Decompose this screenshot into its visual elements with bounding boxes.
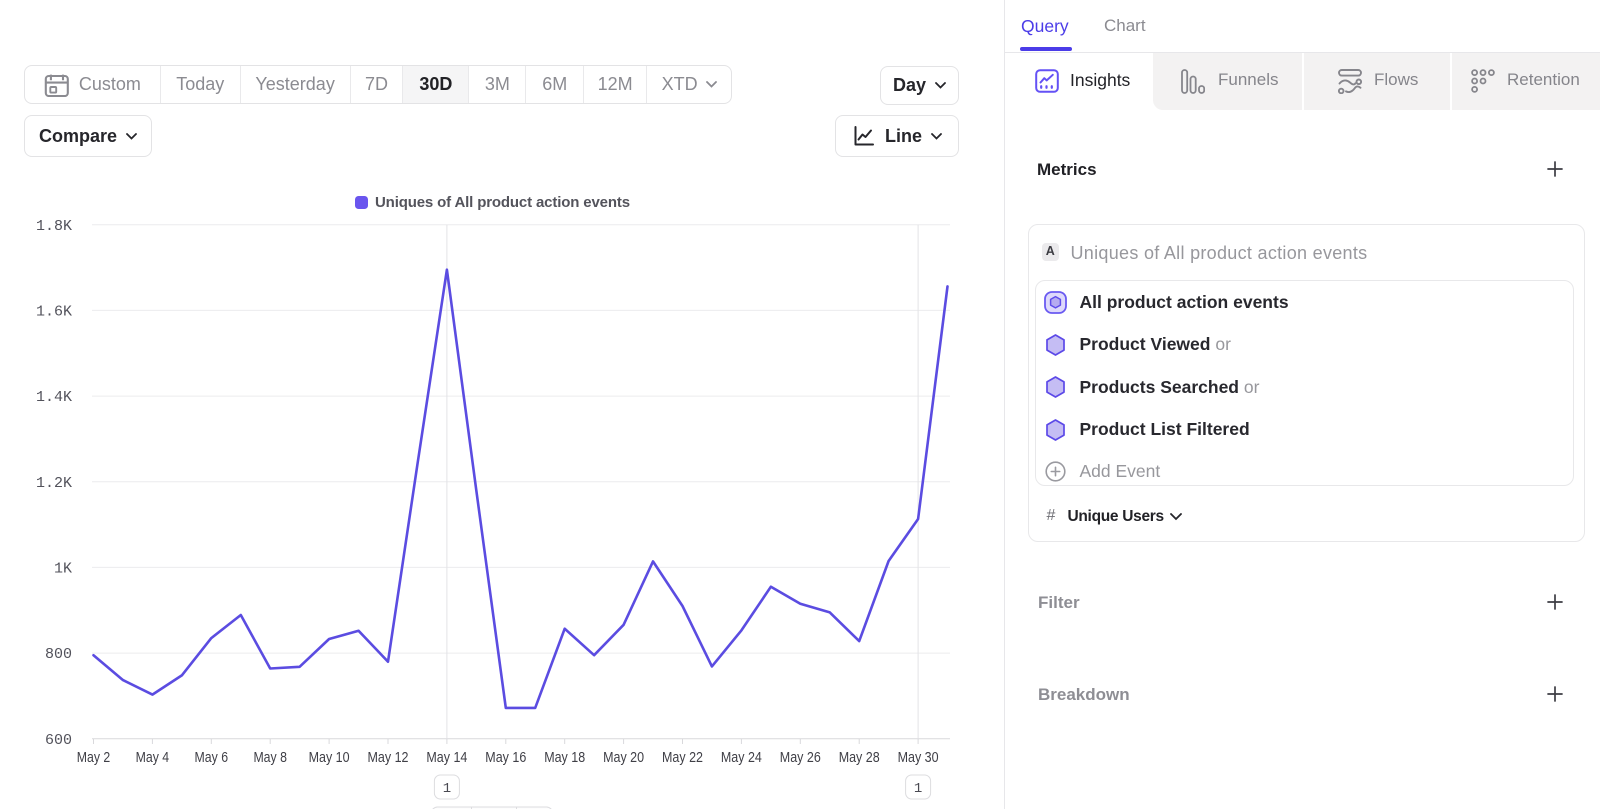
svg-text:1.8K: 1.8K <box>36 218 72 235</box>
svg-text:May 20: May 20 <box>603 750 644 766</box>
svg-text:1: 1 <box>914 781 922 797</box>
svg-text:800: 800 <box>45 646 72 663</box>
svg-text:May 28: May 28 <box>839 750 880 766</box>
svg-text:May 30: May 30 <box>898 750 939 766</box>
svg-text:600: 600 <box>45 732 72 749</box>
svg-text:May 2: May 2 <box>77 750 111 766</box>
svg-text:1.4K: 1.4K <box>36 389 72 406</box>
svg-text:May 16: May 16 <box>485 750 526 766</box>
svg-text:1K: 1K <box>54 560 72 577</box>
svg-text:May 14: May 14 <box>426 750 467 766</box>
svg-text:May 10: May 10 <box>309 750 350 766</box>
svg-text:May 26: May 26 <box>780 750 821 766</box>
svg-text:May 4: May 4 <box>136 750 170 766</box>
svg-text:1.6K: 1.6K <box>36 303 72 320</box>
svg-text:May 8: May 8 <box>253 750 287 766</box>
svg-text:May 12: May 12 <box>368 750 409 766</box>
svg-text:May 24: May 24 <box>721 750 762 766</box>
svg-text:May 6: May 6 <box>195 750 229 766</box>
svg-text:1: 1 <box>443 781 451 797</box>
svg-text:1.2K: 1.2K <box>36 475 72 492</box>
svg-text:May 22: May 22 <box>662 750 703 766</box>
svg-text:May 18: May 18 <box>544 750 585 766</box>
